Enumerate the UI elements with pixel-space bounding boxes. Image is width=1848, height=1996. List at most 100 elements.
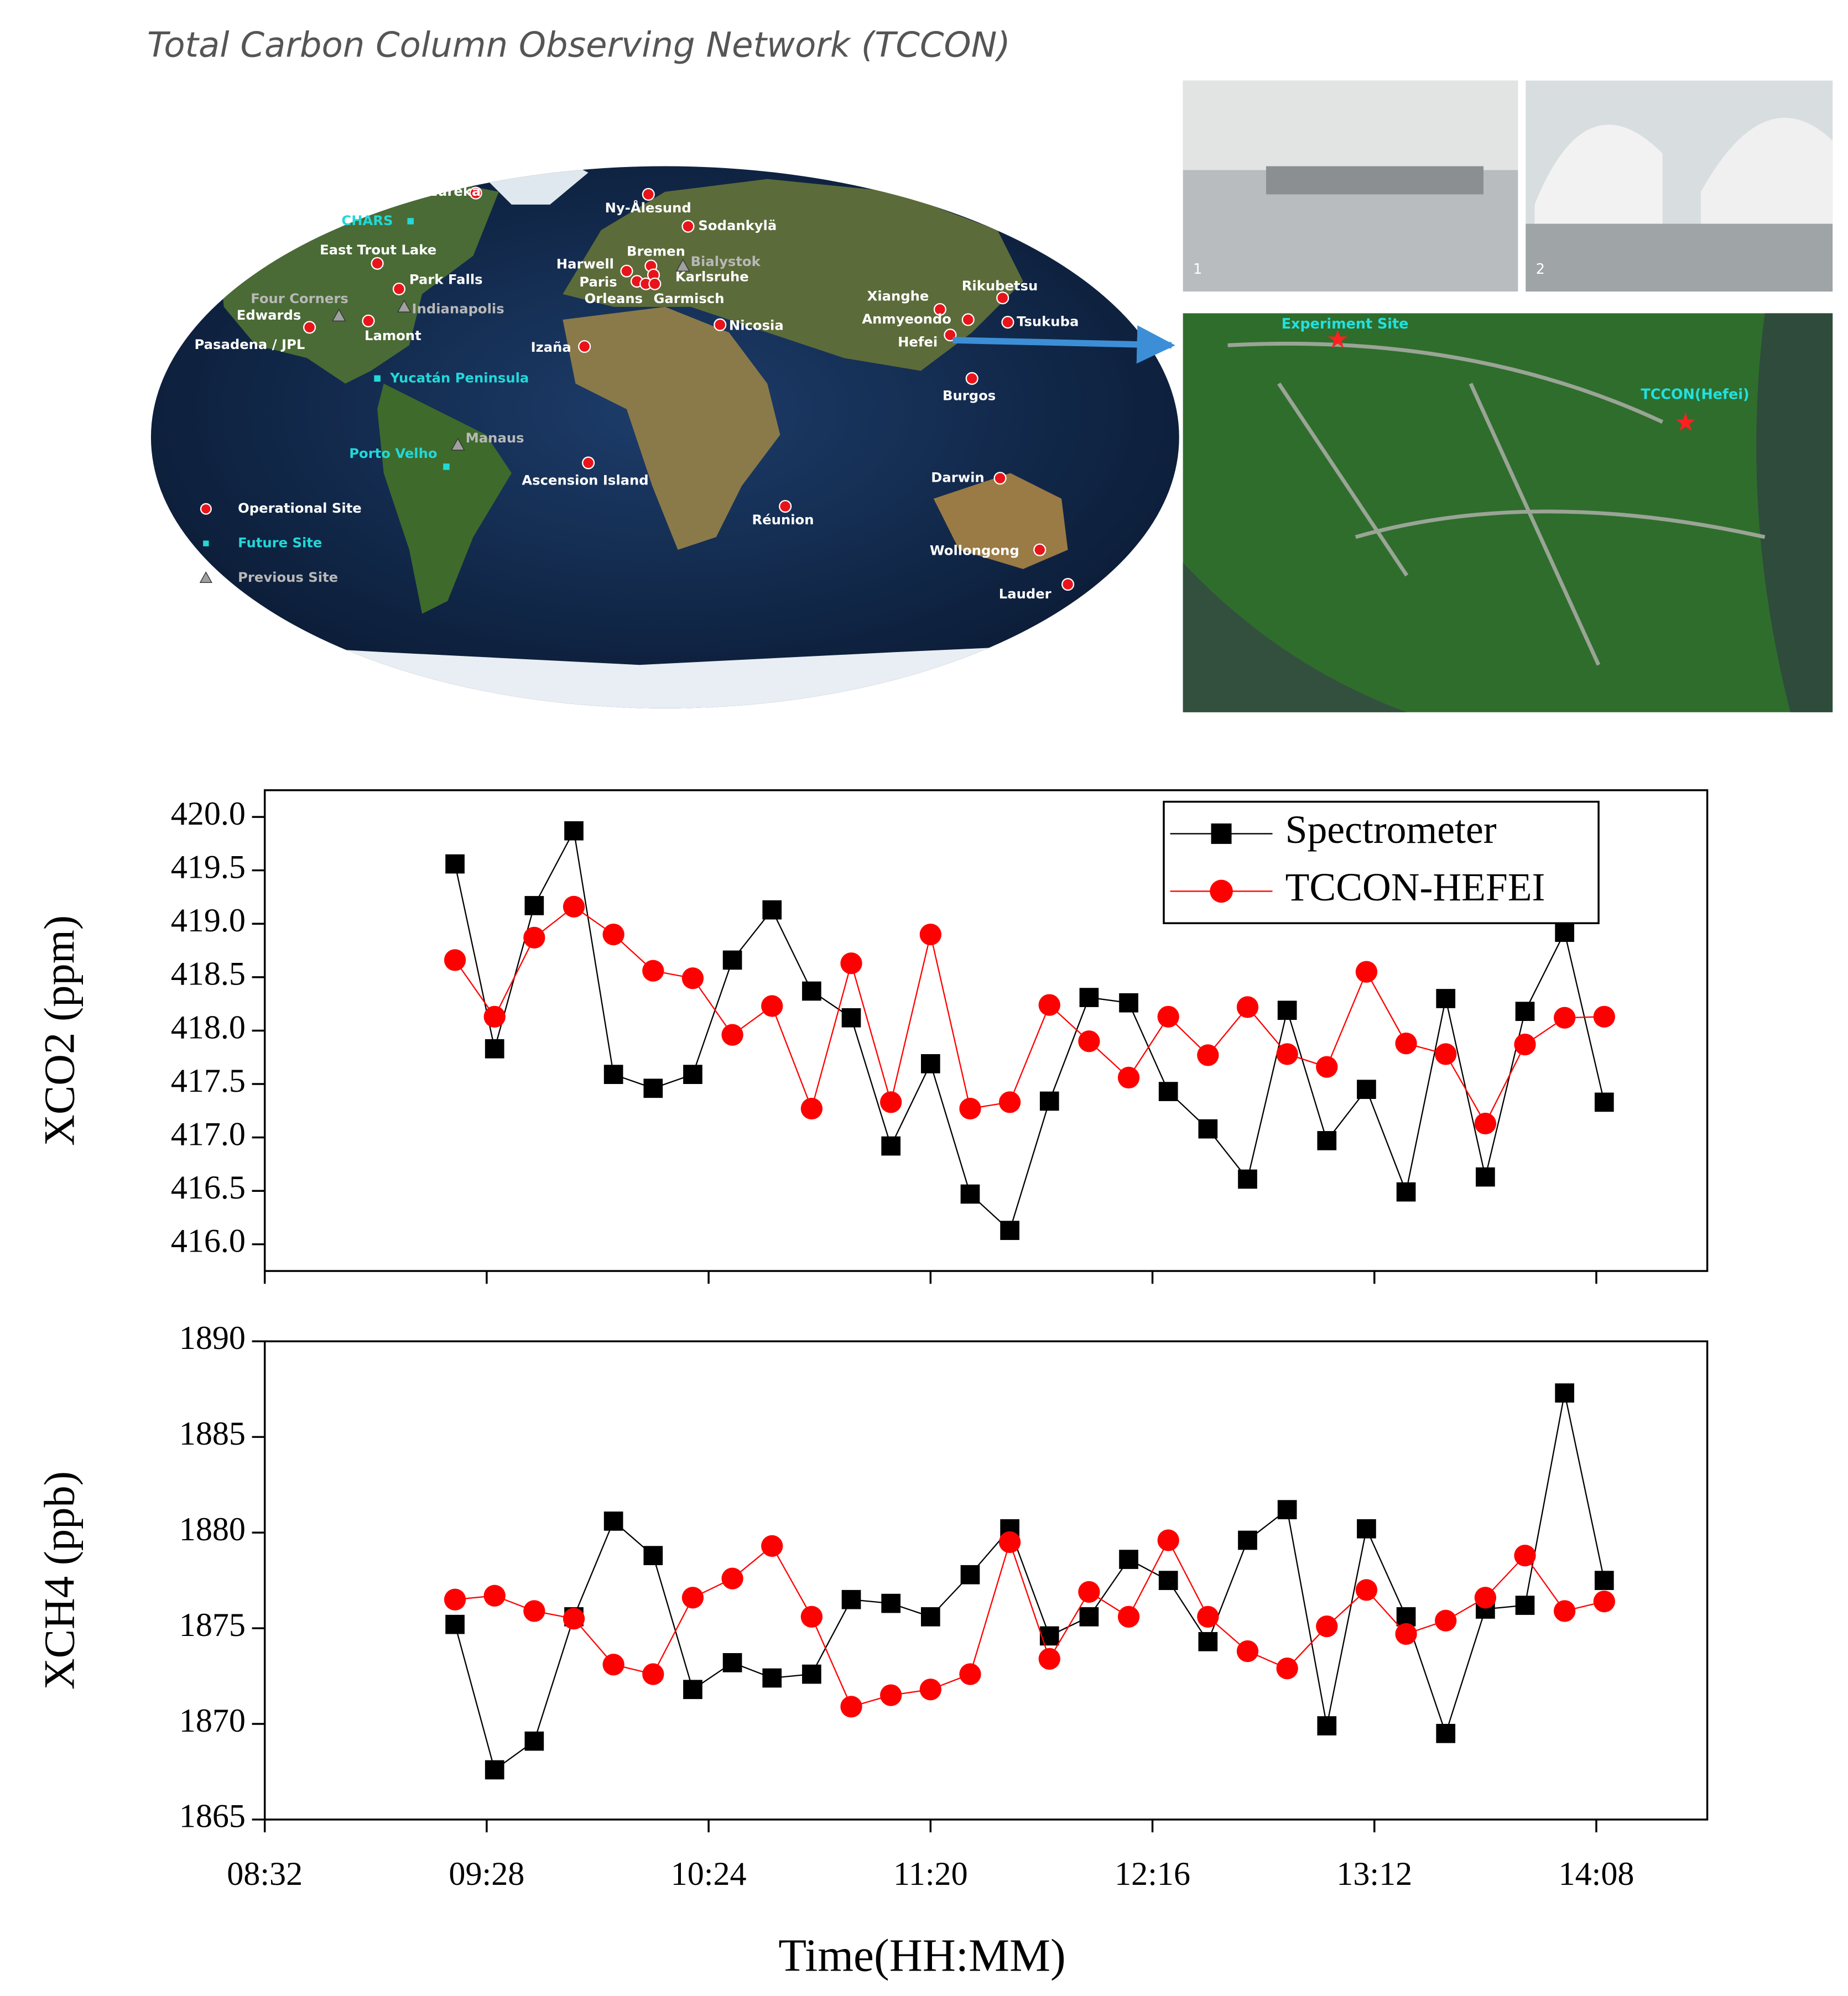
site-label: CHARS <box>341 212 393 228</box>
data-point <box>1236 996 1259 1018</box>
data-point <box>444 1588 466 1611</box>
site-marker <box>362 314 375 327</box>
data-point <box>840 1696 862 1718</box>
data-point <box>1316 1615 1338 1638</box>
y-tick-label: 416.0 <box>171 1223 246 1260</box>
data-point <box>602 1654 624 1676</box>
figure-title: Total Carbon Column Observing Network (T… <box>147 25 1011 65</box>
data-point <box>721 1567 743 1589</box>
data-point <box>524 1731 544 1751</box>
y-tick-label: 1865 <box>179 1798 246 1835</box>
data-point <box>1554 1007 1576 1029</box>
data-point <box>1355 1579 1378 1601</box>
y-tick-label: 1890 <box>179 1320 246 1357</box>
site-label: Orleans <box>585 290 643 306</box>
data-point <box>1000 1221 1019 1241</box>
data-point <box>1554 1600 1576 1622</box>
data-point <box>1276 1658 1298 1680</box>
y-tick-label: 417.0 <box>171 1116 246 1153</box>
x-tick-label: 09:28 <box>449 1856 524 1893</box>
data-point <box>1435 1043 1457 1065</box>
data-point <box>444 949 466 971</box>
data-point <box>483 1585 506 1607</box>
site-marker <box>332 309 346 322</box>
data-point <box>1197 1044 1219 1066</box>
data-point <box>1198 1119 1218 1139</box>
legend-label: Spectrometer <box>1285 807 1497 852</box>
y-tick-label: 419.5 <box>171 848 246 885</box>
x-tick-label: 12:16 <box>1115 1856 1190 1893</box>
site-label: Sodankylä <box>698 217 777 233</box>
data-point <box>881 1593 901 1613</box>
data-point <box>919 923 941 946</box>
y-tick-label: 1875 <box>179 1607 246 1644</box>
site-marker <box>642 187 655 201</box>
data-point <box>1357 1080 1376 1099</box>
series-line <box>455 1539 1605 1708</box>
photo-label: 1 <box>1193 260 1202 277</box>
data-point <box>1197 1606 1219 1628</box>
site-marker <box>443 463 450 470</box>
series-line <box>454 1393 1605 1771</box>
data-point <box>1238 1169 1257 1189</box>
data-point <box>563 895 585 918</box>
site-marker <box>779 499 792 513</box>
data-point <box>1158 1571 1178 1590</box>
site-marker <box>407 218 414 225</box>
site-label: Pasadena / JPL <box>195 336 305 352</box>
map-legend-label: Operational Site <box>238 500 362 516</box>
data-point <box>1396 1182 1416 1202</box>
site-marker <box>303 321 316 334</box>
data-point <box>1039 1626 1059 1646</box>
data-point <box>802 981 821 1001</box>
photo-label: 2 <box>1536 260 1545 277</box>
site-marker <box>392 282 405 296</box>
data-point <box>920 1607 940 1627</box>
data-point <box>1079 1607 1099 1627</box>
data-point <box>880 1684 902 1706</box>
legend-marker <box>1210 879 1233 903</box>
site-marker <box>374 375 381 382</box>
data-point <box>1157 1529 1179 1551</box>
site-label: Porto Velho <box>349 445 437 461</box>
y-tick-label: 416.5 <box>171 1169 246 1206</box>
site-label: Manaus <box>466 430 524 446</box>
data-point <box>1515 1596 1535 1615</box>
data-point <box>523 926 545 949</box>
data-point <box>445 1614 465 1634</box>
data-point <box>959 1097 981 1120</box>
site-marker <box>469 186 482 200</box>
x-tick-label: 08:32 <box>227 1856 303 1893</box>
plot-frame <box>263 1340 1709 1821</box>
data-point <box>919 1679 941 1701</box>
data-point <box>761 995 783 1017</box>
data-point <box>1238 1530 1257 1550</box>
photos: 1 2 Experiment Site ★ TCCON(Hefei) ★ <box>1183 80 1833 712</box>
site-label: Edwards <box>237 307 301 323</box>
data-point <box>1476 1167 1495 1187</box>
site-label: Nicosia <box>729 317 784 333</box>
data-point <box>603 1065 623 1084</box>
legend-box <box>1163 800 1600 924</box>
site-marker <box>620 264 633 278</box>
y-tick-label: 419.0 <box>171 902 246 939</box>
site-marker <box>996 291 1009 305</box>
data-point <box>959 1663 981 1685</box>
data-point <box>998 1531 1021 1554</box>
data-point <box>721 1024 743 1046</box>
site-marker <box>1061 578 1075 591</box>
site-label: Yucatán Peninsula <box>389 369 529 385</box>
site-marker <box>965 372 978 385</box>
xch4-chart: 1865 1870 1875 1880 1885 1890 08:32 09:28 10:24 1… <box>36 1320 1709 1981</box>
data-point <box>960 1565 980 1585</box>
site-marker <box>933 303 946 316</box>
data-point <box>1039 1091 1059 1111</box>
data-point <box>1119 1550 1138 1569</box>
data-point <box>1436 1723 1456 1743</box>
data-point <box>762 1668 782 1688</box>
site-label: Réunion <box>752 512 814 528</box>
data-point <box>1198 1632 1218 1651</box>
x-tick-label: 13:12 <box>1336 1856 1412 1893</box>
data-point <box>1395 1032 1417 1055</box>
